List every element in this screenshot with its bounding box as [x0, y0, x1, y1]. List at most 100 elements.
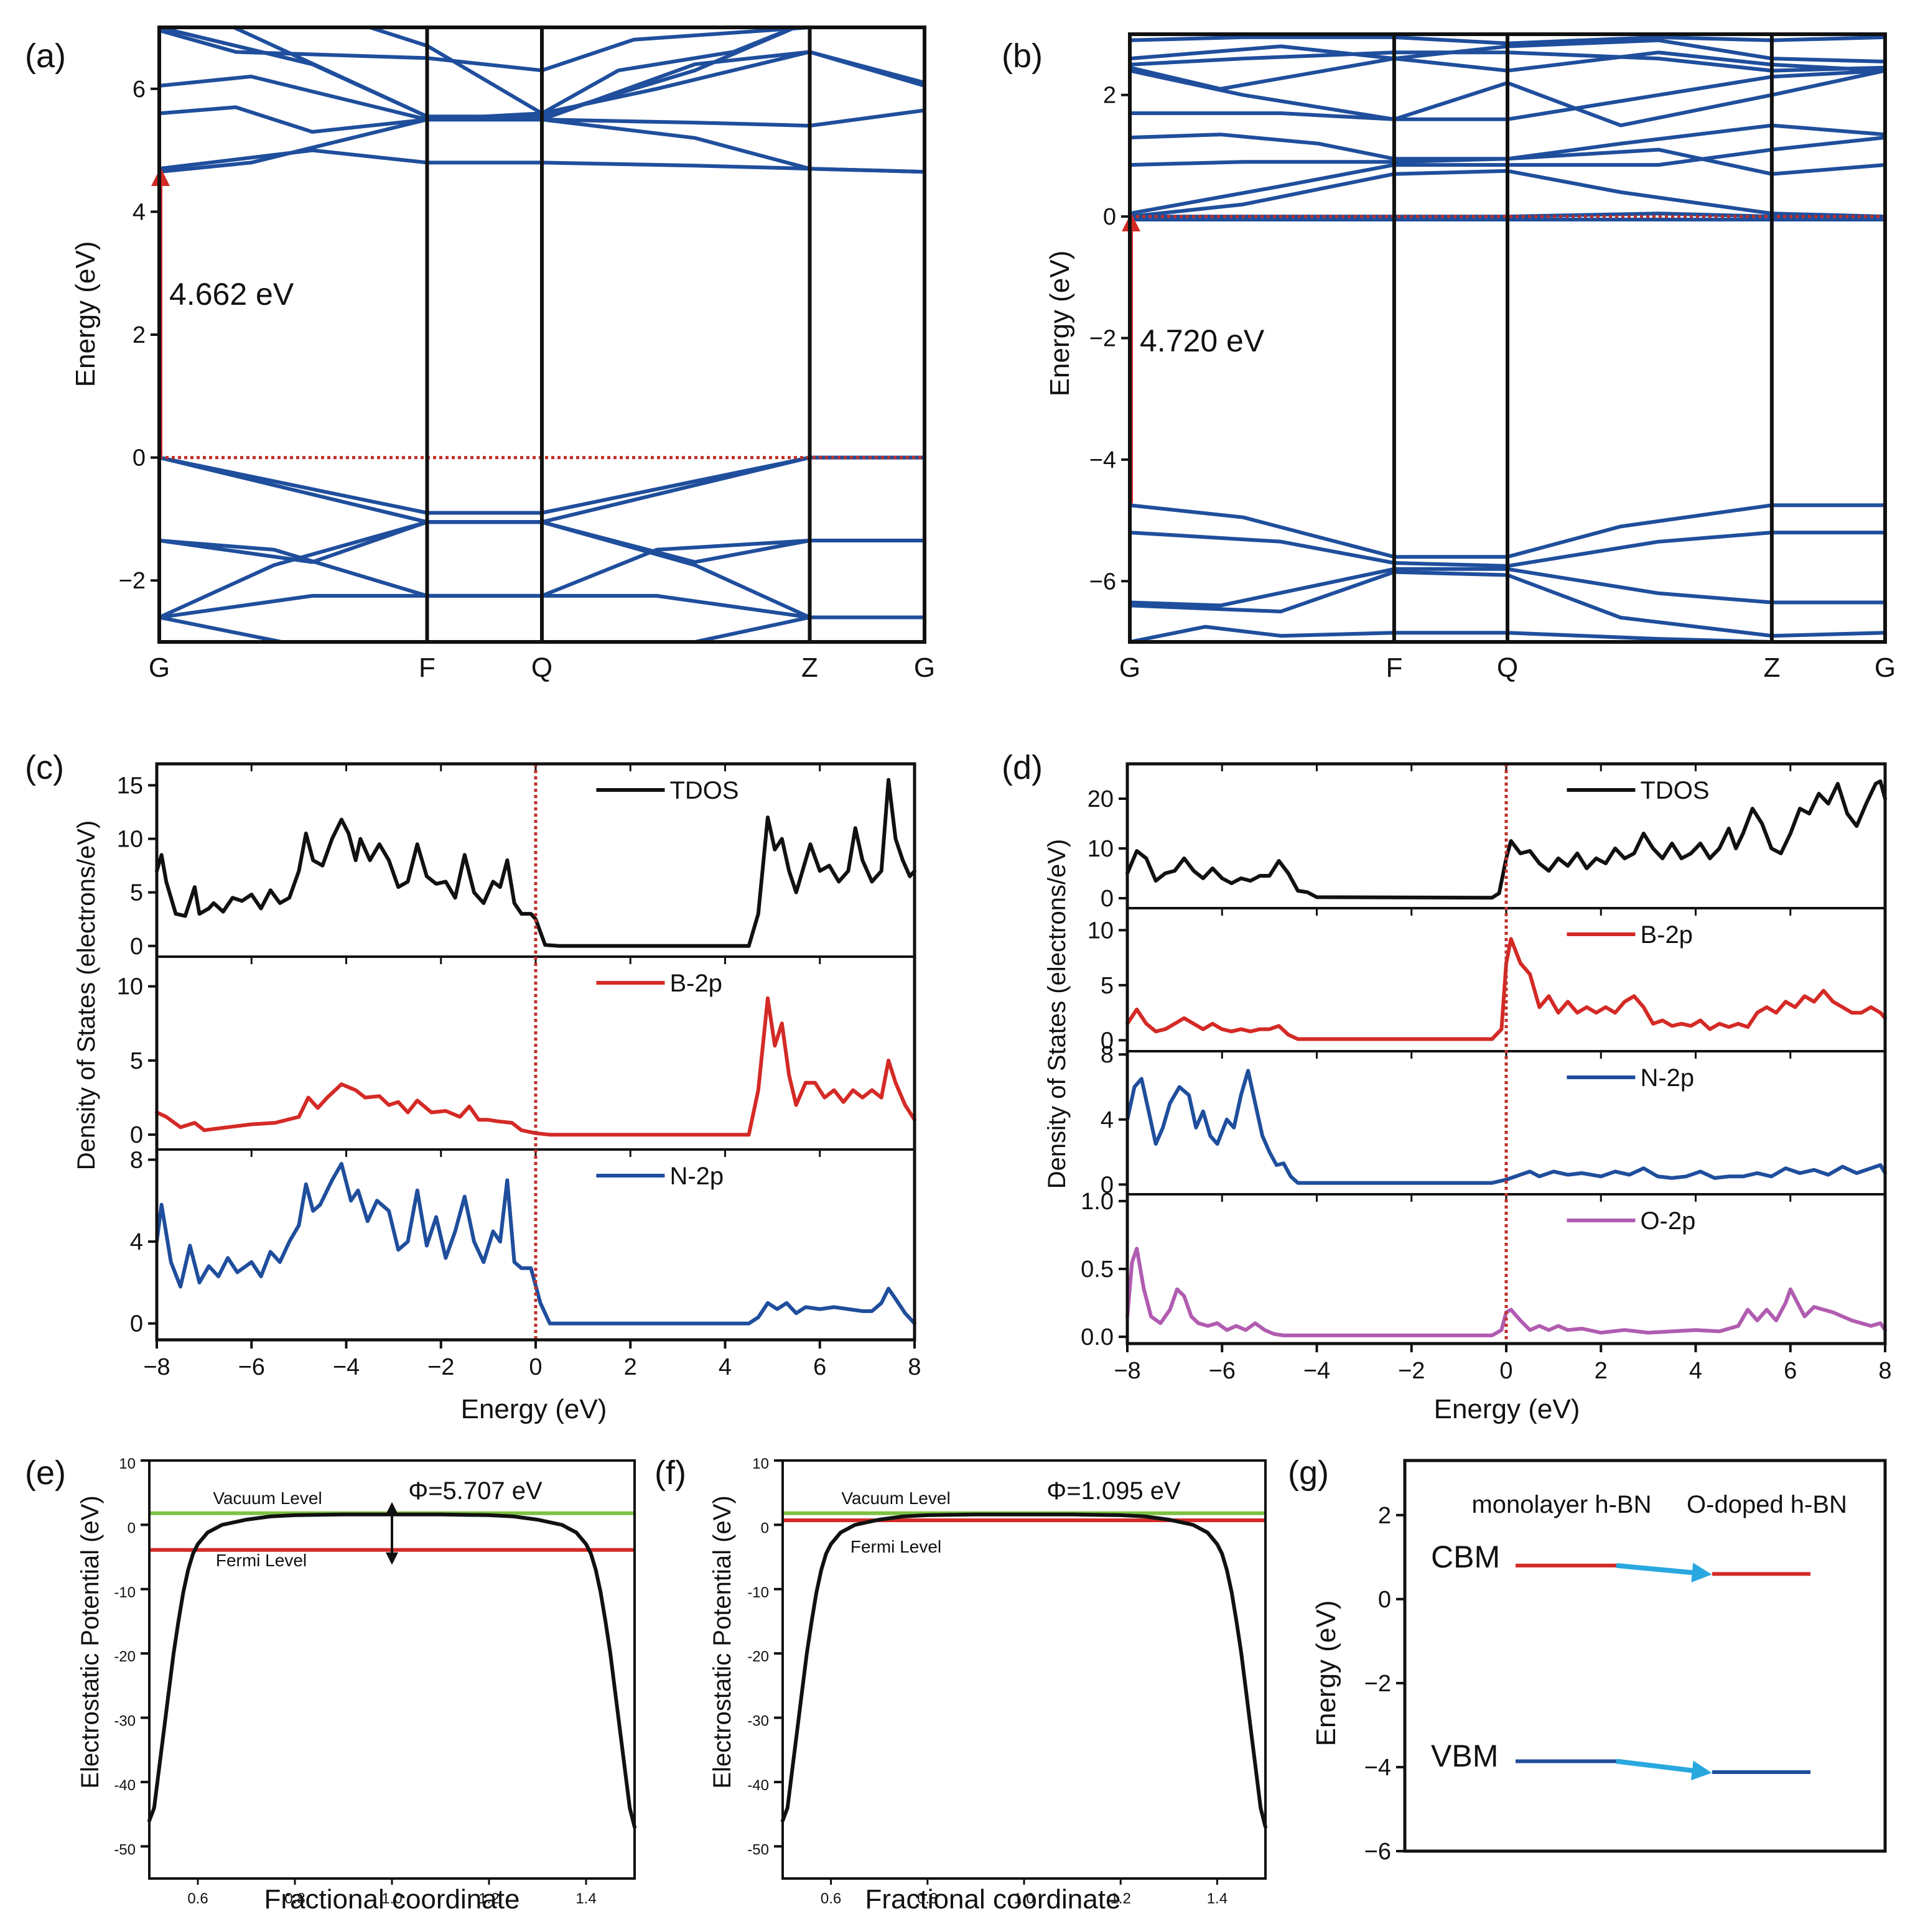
panel-c-sub1-ytick-label-1: 5 [130, 1048, 143, 1074]
panel-d-xtick-label-2: −4 [1303, 1358, 1330, 1384]
panel-b-kpoint-label-1: F [1386, 653, 1402, 683]
panel-e-xtick-label-4: 1.4 [575, 1890, 596, 1907]
panel-d-letter: (d) [1002, 749, 1043, 786]
panel-d-legend-b-2p: B-2p [1640, 921, 1693, 949]
panel-f-xtick-label-3: 1.2 [1111, 1890, 1131, 1907]
panel-g-column-2: O-doped h-BN [1687, 1491, 1847, 1518]
panel-a-ytick-label-0: −2 [119, 568, 146, 594]
panel-d-xtick-label-6: 4 [1689, 1358, 1702, 1384]
panel-c-xtick-label-0: −8 [143, 1354, 170, 1380]
panel-d-sub0-ytick-label-0: 0 [1101, 886, 1114, 912]
panel-d-legend-tdos: TDOS [1640, 777, 1709, 804]
panel-c-tdos-curve [155, 778, 916, 948]
panel-b-band-5 [1130, 123, 1885, 161]
panel-c-ylabel: Density of States (electrons/eV) [73, 820, 100, 1170]
panel-b-ytick-label-2: −2 [1089, 326, 1116, 352]
panel-e-ytick-label-0: -50 [114, 1841, 136, 1858]
panel-e-letter: (e) [25, 1454, 66, 1492]
panel-c-sub0-ytick-label-3: 15 [117, 773, 143, 799]
panel-e-xtick-label-3: 1.2 [478, 1890, 499, 1907]
panel-e-fermi-label: Fermi Level [216, 1551, 307, 1570]
panel-g-ytick-label-0: −6 [1364, 1839, 1391, 1865]
panel-f-xtick-label-2: 1.0 [1013, 1890, 1034, 1907]
panel-b-gap-label: 4.720 eV [1140, 323, 1265, 358]
panel-b-kpoint-label-2: Q [1497, 653, 1518, 683]
panel-d-sub2-ytick-label-0: 0 [1101, 1172, 1114, 1198]
panel-f-ytick-label-5: 0 [761, 1520, 769, 1536]
panel-b-kpoint-label-0: G [1119, 653, 1140, 683]
panel-d-tdos-curve [1125, 779, 1887, 900]
panel-a-kpoint-label-3: Z [801, 653, 818, 683]
panel-f-ytick-label-6: 10 [752, 1456, 769, 1472]
panel-g-vbm-shift-arrow [1616, 1758, 1712, 1781]
panel-f-ytick-label-3: -20 [747, 1648, 769, 1665]
panel-e-ylabel: Electrostatic Potential (eV) [77, 1495, 104, 1788]
panel-f-potential-curve [781, 1512, 1267, 1829]
panel-d-sub0-ytick-label-1: 10 [1088, 836, 1114, 862]
panel-a-letter: (a) [25, 37, 66, 75]
panel-e-xtick-label-1: 0.8 [284, 1890, 305, 1907]
panel-d-sub1-ytick-label-2: 10 [1088, 917, 1114, 944]
panel-a-gap-label: 4.662 eV [169, 277, 294, 312]
panel-f-ylabel: Electrostatic Potential (eV) [709, 1495, 736, 1788]
panel-g-cbm-label: CBM [1431, 1540, 1500, 1574]
panel-b-band-structure: (b) Energy (eV) 4.720 eV [1002, 37, 1265, 396]
panel-c-dos: (c) Density of States (electrons/eV) Ene… [25, 749, 607, 1424]
panel-d-dos: (d) Density of States (electrons/eV) Ene… [1002, 749, 1580, 1424]
panel-c-xtick-label-4: 0 [529, 1354, 542, 1380]
panel-e-xtick-label-2: 1.0 [381, 1890, 402, 1907]
panel-c-sub0-ytick-label-1: 5 [130, 880, 143, 906]
panel-f-xlabel: Fractional coordinate [865, 1884, 1121, 1915]
panel-e-phi-label: Φ=5.707 eV [408, 1477, 543, 1505]
panel-d-xtick-label-7: 6 [1784, 1358, 1797, 1384]
panel-f-xtick-label-4: 1.4 [1207, 1890, 1228, 1907]
panel-c-b-2p-curve [155, 996, 916, 1137]
panel-a-kpoint-label-1: F [419, 653, 436, 683]
panel-a-kpoint-label-0: G [149, 653, 170, 683]
panel-c-sub1-ytick-label-2: 10 [117, 974, 143, 1000]
panel-f-potential: (f) Electrostatic Potential (eV) Fractio… [655, 1454, 1181, 1915]
panel-b-ytick-label-1: −4 [1089, 447, 1116, 473]
panel-g-column-1: monolayer h-BN [1471, 1491, 1651, 1518]
panel-e-ytick-label-3: -20 [114, 1648, 136, 1665]
panel-e-potential: (e) Electrostatic Potential (eV) Fractio… [25, 1454, 543, 1915]
panel-f-letter: (f) [655, 1454, 686, 1492]
panel-d-sub2-ytick-label-1: 4 [1101, 1107, 1114, 1133]
panel-c-sub0-ytick-label-2: 10 [117, 827, 143, 853]
panel-c-xtick-label-5: 2 [624, 1354, 637, 1380]
panel-d-xlabel: Energy (eV) [1434, 1394, 1580, 1424]
panel-d-b-2p-curve [1125, 937, 1887, 1041]
panel-g-ytick-label-1: −4 [1364, 1755, 1391, 1781]
panel-e-xlabel: Fractional coordinate [264, 1884, 520, 1915]
panel-c-xlabel: Energy (eV) [461, 1394, 607, 1424]
panel-f-ytick-label-1: -40 [747, 1777, 769, 1794]
panel-e-ytick-label-4: -10 [114, 1584, 136, 1601]
panel-a-band-7 [671, 615, 812, 642]
panel-c-letter: (c) [25, 749, 64, 786]
panel-d-sub3-ytick-label-0: 0.0 [1081, 1324, 1114, 1350]
panel-d-xtick-label-5: 2 [1595, 1358, 1608, 1384]
panel-f-xtick-label-1: 0.8 [917, 1890, 938, 1907]
panel-a-ytick-label-2: 2 [133, 322, 146, 348]
panel-b-ylabel: Energy (eV) [1045, 251, 1075, 397]
panel-a-band-15 [229, 27, 925, 122]
panel-d-sub2-ytick-label-2: 8 [1101, 1042, 1114, 1068]
panel-d-sub0-ytick-label-2: 20 [1088, 786, 1114, 812]
panel-e-ytick-label-1: -40 [114, 1777, 136, 1794]
panel-a-ytick-label-4: 6 [133, 77, 146, 103]
panel-c-sub0-ytick-label-0: 0 [130, 934, 143, 960]
panel-f-ytick-label-0: -50 [747, 1841, 769, 1858]
panel-d-sub1-ytick-label-0: 0 [1101, 1028, 1114, 1054]
panel-g-ytick-label-4: 2 [1378, 1503, 1391, 1529]
panel-a-ylabel: Energy (eV) [70, 241, 101, 388]
panel-d-xtick-label-1: −6 [1209, 1358, 1236, 1384]
panel-g-cbm-shift-arrow [1616, 1563, 1712, 1583]
panel-g-band-alignment: (g) Energy (eV) monolayer h-BN O-doped h… [1288, 1454, 1847, 1773]
panel-b-ytick-label-4: 2 [1103, 83, 1116, 109]
panel-d-o-2p-curve [1125, 1247, 1887, 1337]
panel-g-vbm-label: VBM [1431, 1739, 1498, 1773]
panel-d-legend-o-2p: O-2p [1640, 1207, 1695, 1235]
panel-a-kpoint-label-2: Q [531, 653, 552, 683]
panel-e-vacuum-label: Vacuum Level [213, 1488, 322, 1508]
